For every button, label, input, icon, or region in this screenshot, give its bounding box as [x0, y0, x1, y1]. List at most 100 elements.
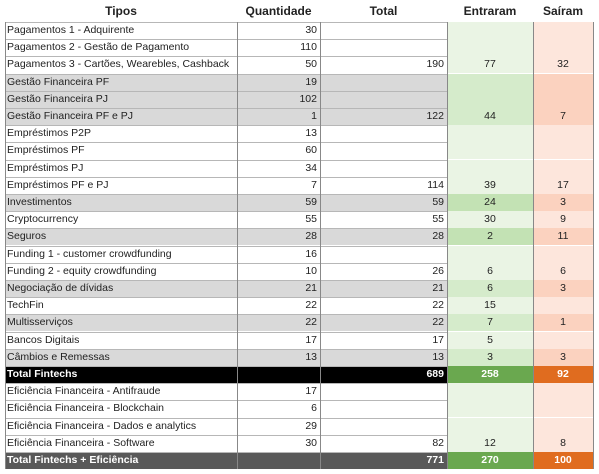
cell-tipo: Total Fintechs — [5, 366, 237, 383]
cell-tipo: Total Fintechs + Eficiência — [5, 452, 237, 469]
table-row: Negociação de dívidas 21 21 6 3 — [0, 280, 599, 297]
table-row: Pagamentos 1 - Adquirente 30 — [0, 22, 599, 39]
total-row: Total Fintechs 689 258 92 — [0, 366, 599, 383]
cell-quantidade: 21 — [237, 280, 320, 297]
cell-quantidade: 29 — [237, 417, 320, 435]
cell-total — [320, 418, 447, 435]
cell-total — [320, 383, 447, 400]
row-divider — [5, 245, 447, 247]
row-divider — [5, 211, 447, 213]
cell-tipo: Câmbios e Remessas — [5, 348, 237, 366]
table-row: Empréstimos PF 60 — [0, 142, 599, 160]
cell-quantidade: 102 — [237, 90, 320, 108]
cell-sairam: 3 — [533, 280, 593, 297]
cell-total — [320, 90, 447, 108]
cell-quantidade: 110 — [237, 39, 320, 57]
table-row: Gestão Financeira PF 19 — [0, 73, 599, 91]
table-row: Empréstimos PF e PJ 7 114 39 17 — [0, 176, 599, 194]
cell-total — [320, 246, 447, 263]
cell-entraram: 7 — [447, 314, 533, 332]
cell-total: 26 — [432, 264, 444, 277]
cell-quantidade: 17 — [237, 383, 320, 401]
cell-quantidade: 30 — [237, 434, 320, 452]
cell-sairam: 3 — [533, 348, 593, 366]
cell-tipo: Gestão Financeira PF e PJ — [5, 108, 237, 125]
table-row: Multisserviços 22 22 7 1 — [0, 314, 599, 332]
cell-total: 13 — [320, 348, 447, 366]
cell-total — [320, 39, 447, 56]
cell-sairam: 8 — [533, 434, 593, 452]
row-divider — [5, 159, 447, 161]
header-quantidade: Quantidade — [245, 4, 312, 18]
table-row: Funding 2 - equity crowdfunding 10 26 6 6 — [0, 262, 599, 280]
table-row: Investimentos 59 59 24 3 — [0, 194, 599, 211]
cell-tipo: Eficiência Financeira - Software — [7, 436, 155, 449]
row-divider — [5, 125, 447, 127]
cell-tipo: Pagamentos 2 - Gestão de Pagamento — [7, 41, 190, 54]
table-row: Funding 1 - customer crowdfunding 16 — [0, 245, 599, 263]
cell-sairam: 32 — [533, 56, 593, 74]
row-divider — [5, 434, 447, 436]
cell-sairam — [533, 417, 593, 435]
cell-sairam: 100 — [533, 452, 593, 469]
cell-sairam — [533, 125, 593, 143]
table-row: Empréstimos P2P 13 — [0, 125, 599, 143]
cell-entraram — [447, 39, 533, 57]
row-divider — [5, 176, 447, 178]
table-row: Eficiência Financeira - Antifraude 17 — [0, 383, 599, 401]
cell-entraram — [447, 73, 533, 91]
cell-sairam: 17 — [533, 176, 593, 194]
cell-sairam — [533, 331, 593, 349]
table-row: Pagamentos 3 - Cartões, Wearebles, Cashb… — [0, 56, 599, 74]
row-divider — [5, 314, 447, 316]
cell-entraram: 3 — [447, 348, 533, 366]
cell-sairam: 1 — [533, 314, 593, 332]
cell-sairam: 11 — [533, 228, 593, 246]
cell-sairam — [533, 73, 593, 91]
cell-entraram: 258 — [447, 366, 533, 383]
cell-sairam — [533, 297, 593, 315]
sairam-divider — [533, 22, 534, 470]
qtd-divider — [237, 22, 238, 470]
cell-entraram — [447, 90, 533, 108]
table-row: TechFin 22 22 15 — [0, 297, 599, 315]
cell-entraram — [447, 22, 533, 39]
cell-quantidade: 6 — [237, 400, 320, 418]
cell-entraram: 30 — [447, 211, 533, 229]
cell-quantidade: 34 — [237, 159, 320, 177]
row-divider — [5, 39, 447, 41]
cell-entraram — [447, 383, 533, 401]
cell-quantidade: 13 — [237, 348, 320, 366]
cell-sairam: 7 — [533, 108, 593, 125]
cell-sairam: 6 — [533, 262, 593, 280]
row-divider — [5, 297, 447, 299]
cell-quantidade: 59 — [237, 194, 320, 211]
cell-quantidade: 60 — [237, 142, 320, 160]
cell-tipo: Empréstimos PJ — [7, 161, 84, 174]
cell-tipo: Funding 1 - customer crowdfunding — [7, 247, 172, 260]
cell-tipo: Seguros — [5, 228, 237, 246]
entraram-divider — [447, 22, 448, 470]
cell-sairam — [533, 22, 593, 39]
cell-entraram: 6 — [447, 262, 533, 280]
cell-quantidade: 22 — [237, 297, 320, 315]
cell-tipo: Gestão Financeira PJ — [5, 90, 237, 108]
cell-total — [320, 142, 447, 159]
header-sairam: Saíram — [542, 4, 584, 18]
cell-sairam: 92 — [533, 366, 593, 383]
table-row: Eficiência Financeira - Blockchain 6 — [0, 400, 599, 418]
cell-tipo: Cryptocurrency — [7, 213, 79, 226]
cell-sairam — [533, 400, 593, 418]
cell-total: 689 — [320, 366, 447, 383]
cell-total — [320, 160, 447, 177]
cell-quantidade: 7 — [237, 176, 320, 194]
cell-sairam — [533, 383, 593, 401]
row-divider — [5, 22, 447, 23]
cell-tipo: Funding 2 - equity crowdfunding — [7, 264, 157, 277]
cell-tipo: Empréstimos PF e PJ — [7, 178, 109, 191]
cell-tipo: Empréstimos PF — [7, 144, 85, 157]
cell-tipo: Eficiência Financeira - Dados e analytic… — [7, 419, 197, 432]
cell-sairam — [533, 159, 593, 177]
cell-quantidade: 28 — [237, 228, 320, 246]
